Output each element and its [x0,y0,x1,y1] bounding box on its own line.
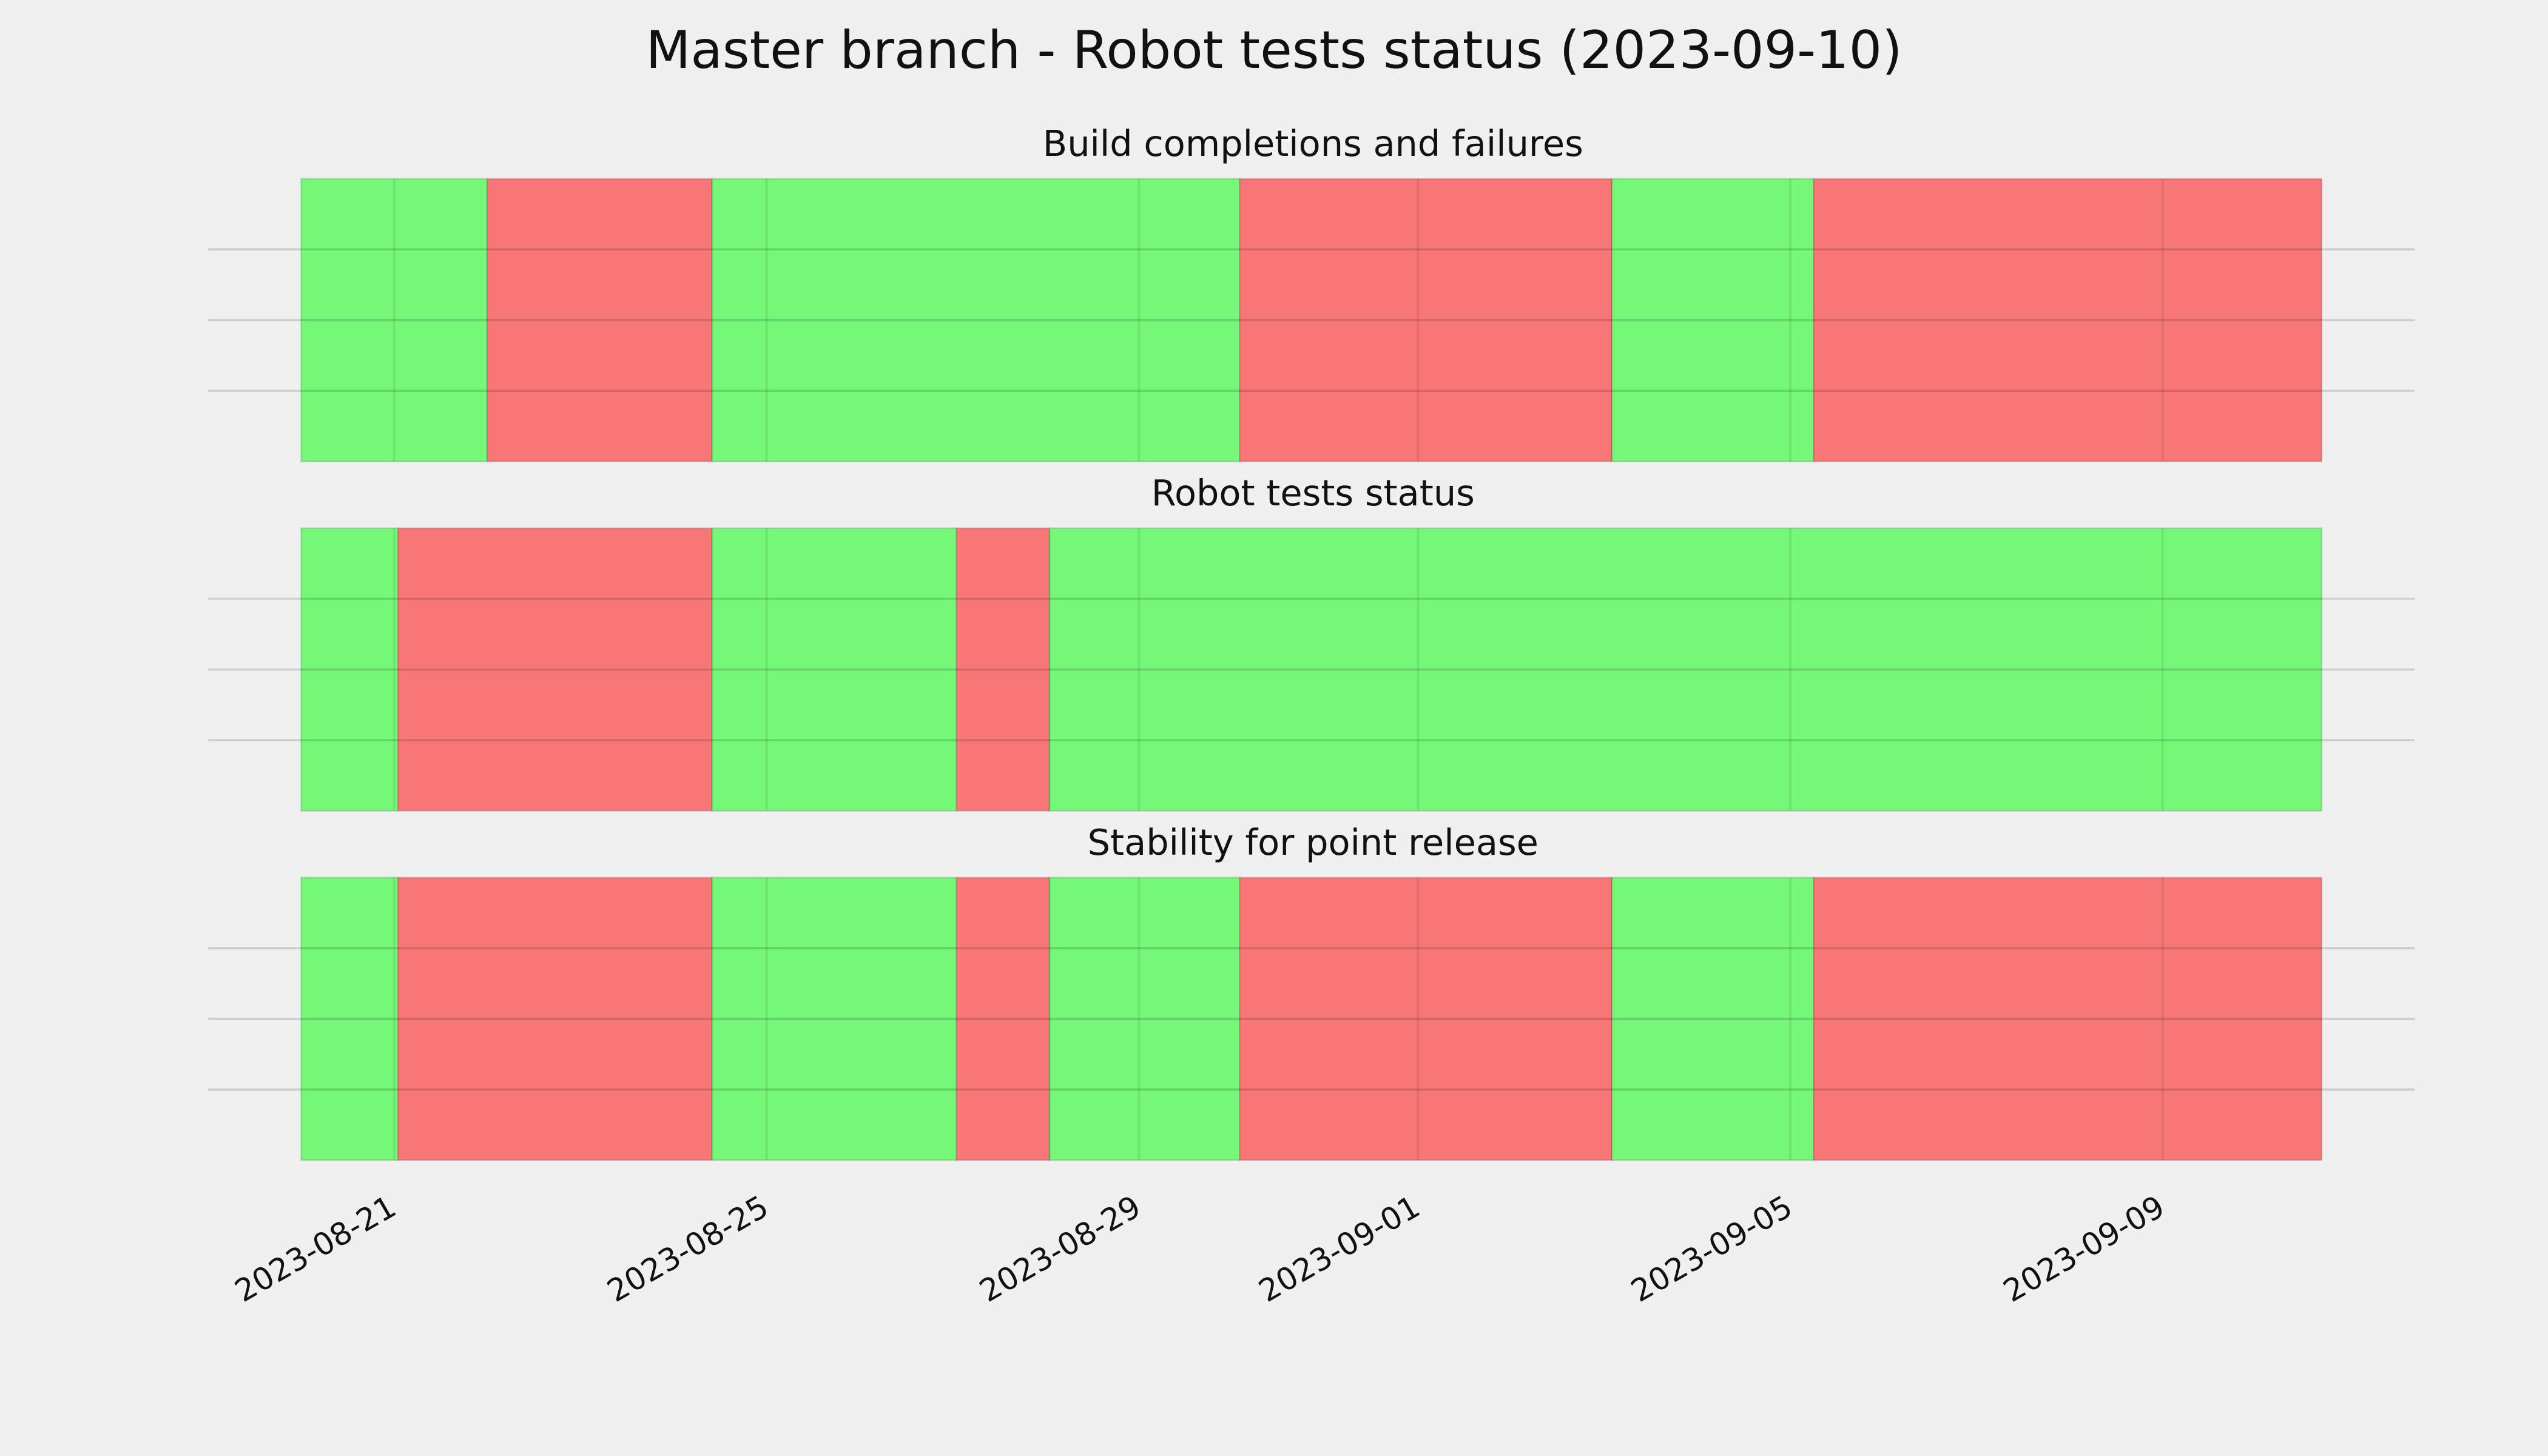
status-segment [1611,877,1815,1161]
status-segment [711,877,958,1161]
status-segment [1813,178,2323,463]
status-segment [1813,877,2323,1161]
status-segment [300,877,399,1161]
chart-title: Master branch - Robot tests status (2023… [645,20,1902,81]
status-segment [1048,527,2323,812]
status-segment [486,178,713,463]
status-segment [300,178,488,463]
status-segment [1048,877,1241,1161]
status-segment [956,877,1051,1161]
panel-title: Build completions and failures [1043,123,1583,164]
status-segment [1611,178,1815,463]
status-segment [956,527,1051,812]
panel-title: Stability for point release [1088,821,1539,863]
status-segment [300,527,399,812]
status-segment [397,527,713,812]
status-segment [711,527,958,812]
status-segment [1239,877,1613,1161]
status-segment [711,178,1241,463]
status-segment [1239,178,1613,463]
status-segment [397,877,713,1161]
panel-title: Robot tests status [1151,472,1475,514]
